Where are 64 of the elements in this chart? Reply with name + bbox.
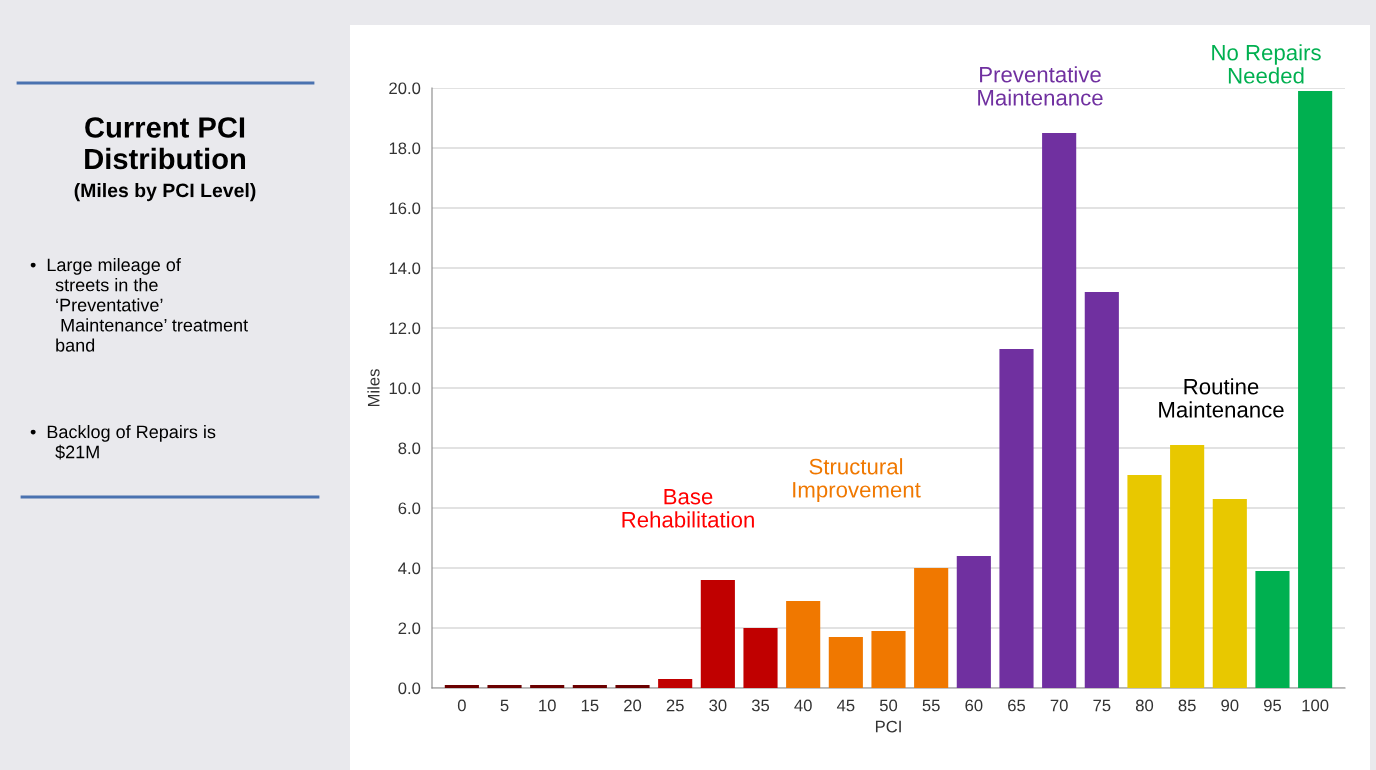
x-tick-label: 100 bbox=[1302, 699, 1329, 712]
x-tick-label: 0 bbox=[457, 699, 466, 712]
x-tick-label: 65 bbox=[1008, 699, 1026, 712]
bar bbox=[914, 568, 949, 688]
text: Current PCI Distribution bbox=[85, 117, 246, 170]
y-tick-label: 20.0 bbox=[389, 82, 421, 95]
bar bbox=[828, 637, 863, 688]
annotation: Preventative Maintenance bbox=[978, 66, 1103, 106]
bar bbox=[658, 679, 693, 688]
bar bbox=[615, 685, 650, 688]
x-tick-label: 75 bbox=[1093, 699, 1111, 712]
x-tick-label: 85 bbox=[1178, 699, 1196, 712]
x-axis-title: PCI bbox=[875, 720, 901, 733]
bar bbox=[956, 556, 991, 688]
bar bbox=[530, 685, 565, 688]
x-tick-label: 45 bbox=[836, 699, 855, 712]
text: No Repairs Needed bbox=[1212, 44, 1321, 84]
x-tick-label: 5 bbox=[500, 699, 509, 712]
annotation: Structural Improvement bbox=[793, 458, 921, 502]
x-tick-label: 55 bbox=[922, 699, 940, 712]
x-tick-label: 15 bbox=[581, 699, 599, 712]
x-tick-label: 10 bbox=[539, 699, 556, 712]
y-tick-label: 4.0 bbox=[398, 562, 421, 575]
x-tick-label: 90 bbox=[1221, 699, 1239, 712]
x-tick-label: 30 bbox=[709, 699, 727, 712]
x-tick-label: 80 bbox=[1135, 699, 1154, 712]
bar bbox=[1084, 292, 1119, 688]
annotation: Routine Maintenance bbox=[1159, 378, 1284, 418]
y-tick-label: 2.0 bbox=[398, 622, 421, 635]
x-tick-label: 60 bbox=[965, 699, 983, 712]
x-tick-label: 70 bbox=[1050, 699, 1068, 712]
text: (Miles by PCI Level) bbox=[74, 183, 256, 202]
bar bbox=[743, 628, 778, 688]
text: • Backlog of Repairs is $21M bbox=[30, 425, 216, 460]
y-tick-label: 6.0 bbox=[398, 502, 421, 515]
bar bbox=[871, 631, 906, 688]
text: • Large mileage of streets in the ‘Preventative’ Maintenance’ treatment band bbox=[30, 258, 248, 352]
x-tick-label: 50 bbox=[879, 699, 898, 712]
y-tick-label: 10.0 bbox=[389, 382, 421, 395]
y-tick-label: 8.0 bbox=[398, 442, 421, 455]
x-tick-label: 20 bbox=[624, 699, 642, 712]
bar bbox=[487, 685, 522, 688]
bar bbox=[700, 580, 735, 688]
bar bbox=[1255, 571, 1290, 688]
x-tick-label: 40 bbox=[794, 699, 812, 712]
annotation: Base Rehabilitation bbox=[622, 488, 754, 528]
y-tick-label: 18.0 bbox=[389, 142, 421, 155]
y-axis-title: Miles bbox=[367, 369, 380, 407]
bar bbox=[572, 685, 607, 688]
bar bbox=[1042, 133, 1077, 688]
y-tick-label: 16.0 bbox=[389, 202, 421, 215]
x-tick-label: 95 bbox=[1263, 699, 1282, 712]
bar bbox=[1298, 91, 1333, 688]
bar bbox=[999, 349, 1034, 688]
bar bbox=[444, 685, 479, 688]
x-tick-label: 25 bbox=[666, 699, 684, 712]
bar bbox=[1212, 499, 1247, 688]
bar bbox=[1127, 475, 1162, 688]
y-tick-label: 12.0 bbox=[389, 322, 421, 335]
y-tick-label: 0.0 bbox=[398, 682, 421, 695]
x-tick-label: 35 bbox=[751, 699, 770, 712]
bar bbox=[1170, 445, 1205, 688]
y-tick-label: 14.0 bbox=[389, 262, 421, 275]
bar bbox=[786, 601, 821, 688]
